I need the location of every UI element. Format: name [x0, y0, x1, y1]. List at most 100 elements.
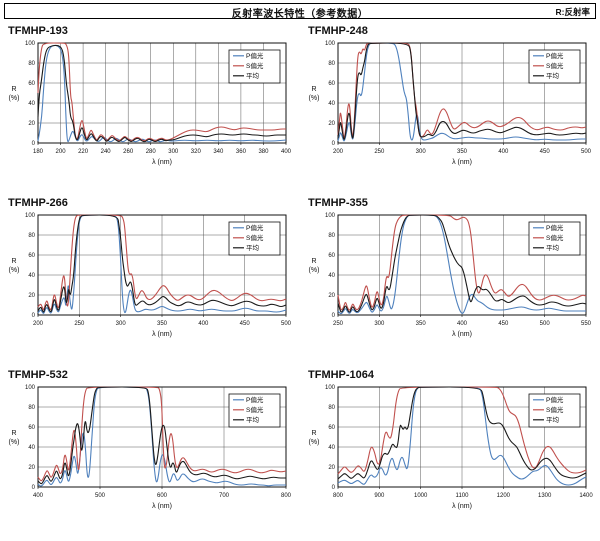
x-axis-label: λ (nm): [452, 159, 472, 166]
y-tick-label: 20: [28, 465, 35, 471]
y-axis-unit: (%): [9, 95, 20, 102]
x-tick-label: 250: [333, 321, 344, 327]
x-tick-label: 400: [498, 149, 509, 155]
y-tick-label: 60: [28, 81, 35, 87]
x-tick-label: 450: [540, 149, 551, 155]
plot-border: [337, 214, 587, 316]
series-line-平均: [37, 386, 286, 485]
y-axis-label: R: [11, 258, 16, 265]
y-tick-label: 20: [328, 465, 335, 471]
x-tick-label: 300: [416, 149, 427, 155]
y-tick-label: 0: [32, 141, 36, 147]
legend-label: S偏光: [246, 61, 264, 70]
y-tick-label: 60: [28, 425, 35, 431]
y-axis-label: R: [311, 86, 316, 93]
legend-label: 平均: [546, 415, 560, 424]
x-tick-label: 400: [33, 493, 44, 499]
y-tick-label: 0: [32, 485, 36, 491]
chart-block-tfmhp-266: TFMHP-266 0 20 40 60 80 100 200 250 300 350 400 450…: [0, 192, 300, 364]
x-tick-label: 260: [123, 149, 134, 155]
y-tick-label: 60: [328, 425, 335, 431]
x-axis-label: λ (nm): [152, 331, 172, 338]
x-tick-label: 340: [213, 149, 224, 155]
y-tick-label: 0: [332, 485, 336, 491]
legend-label: P偏光: [546, 51, 564, 60]
x-tick-label: 300: [116, 321, 127, 327]
y-tick-label: 40: [328, 101, 335, 107]
series-line-平均: [37, 214, 287, 313]
y-tick-label: 0: [332, 313, 336, 319]
x-tick-label: 1300: [538, 493, 552, 499]
y-tick-label: 60: [328, 253, 335, 259]
legend-label: S偏光: [546, 405, 564, 414]
chart-block-tfmhp-193: TFMHP-193 0 20 40 60 80 100 180 200 220 240 260 280…: [0, 20, 300, 192]
chart-title: TFMHP-266: [8, 197, 68, 209]
y-tick-label: 80: [28, 233, 35, 239]
page-header: 反射率波长特性（参考数据） R:反射率: [4, 3, 596, 20]
y-tick-label: 80: [28, 405, 35, 411]
reflectance-note: R:反射率: [555, 7, 590, 17]
x-tick-label: 450: [498, 321, 509, 327]
x-tick-label: 320: [191, 149, 202, 155]
y-tick-label: 80: [328, 233, 335, 239]
y-tick-label: 100: [325, 213, 336, 219]
legend-label: 平均: [246, 71, 260, 80]
x-tick-label: 200: [33, 321, 44, 327]
series-line-平均: [337, 214, 587, 313]
series-line-S偏光: [37, 214, 287, 311]
legend-box: [228, 393, 281, 428]
y-tick-label: 80: [328, 405, 335, 411]
y-tick-label: 100: [25, 41, 36, 47]
page-title: 反射率波长特性（参考数据）: [231, 9, 369, 20]
series-line-P偏光: [37, 44, 287, 143]
x-tick-label: 200: [333, 149, 344, 155]
x-tick-label: 250: [74, 321, 85, 327]
x-tick-label: 500: [95, 493, 106, 499]
legend-label: 平均: [246, 243, 260, 252]
y-tick-label: 0: [332, 141, 336, 147]
chart-title: TFMHP-193: [8, 25, 68, 37]
series-line-P偏光: [337, 42, 586, 142]
line-chart-tfmhp-1064: 0 20 40 60 80 100 800 900 1000 1100 1200 1300 1400 λ …: [309, 385, 594, 510]
series-line-S偏光: [337, 214, 587, 311]
y-axis-unit: (%): [9, 439, 20, 446]
series-line-S偏光: [37, 386, 287, 482]
chart-block-tfmhp-1064: TFMHP-1064 0 20 40 60 80 100 800 900 1000 1100 120…: [300, 364, 600, 536]
y-tick-label: 100: [25, 213, 36, 219]
x-tick-label: 350: [457, 149, 468, 155]
y-axis-label: R: [311, 258, 316, 265]
y-tick-label: 20: [328, 121, 335, 127]
legend-label: P偏光: [246, 395, 264, 404]
y-axis-unit: (%): [309, 267, 320, 274]
x-tick-label: 1400: [579, 493, 593, 499]
y-tick-label: 20: [328, 293, 335, 299]
y-tick-label: 60: [28, 253, 35, 259]
plot-border: [37, 386, 287, 488]
chart-title: TFMHP-355: [308, 197, 368, 209]
x-tick-label: 200: [56, 149, 67, 155]
line-chart-tfmhp-266: 0 20 40 60 80 100 200 250 300 350 400 450 500 λ (nm) R…: [9, 213, 292, 338]
x-tick-label: 300: [374, 321, 385, 327]
charts-grid: TFMHP-193 0 20 40 60 80 100 180 200 220 240 260 280…: [0, 20, 600, 536]
x-tick-label: 380: [258, 149, 269, 155]
legend-label: S偏光: [246, 405, 264, 414]
plot-border: [37, 214, 287, 316]
x-axis-label: λ (nm): [452, 503, 472, 510]
legend-label: P偏光: [246, 223, 264, 232]
x-tick-label: 360: [236, 149, 247, 155]
chart-title: TFMHP-248: [308, 25, 368, 37]
x-tick-label: 550: [581, 321, 592, 327]
legend-label: 平均: [546, 243, 560, 252]
legend-label: S偏光: [546, 61, 564, 70]
x-tick-label: 800: [281, 493, 292, 499]
legend-label: S偏光: [246, 233, 264, 242]
x-tick-label: 600: [157, 493, 168, 499]
y-axis-unit: (%): [309, 95, 320, 102]
x-tick-label: 500: [540, 321, 551, 327]
x-tick-label: 400: [281, 149, 292, 155]
x-tick-label: 280: [146, 149, 157, 155]
series-line-平均: [337, 42, 587, 140]
plot-border: [337, 42, 587, 144]
line-chart-tfmhp-532: 0 20 40 60 80 100 400 500 600 700 800 λ (nm) R (%) P偏光…: [9, 385, 292, 510]
x-tick-label: 1000: [414, 493, 428, 499]
